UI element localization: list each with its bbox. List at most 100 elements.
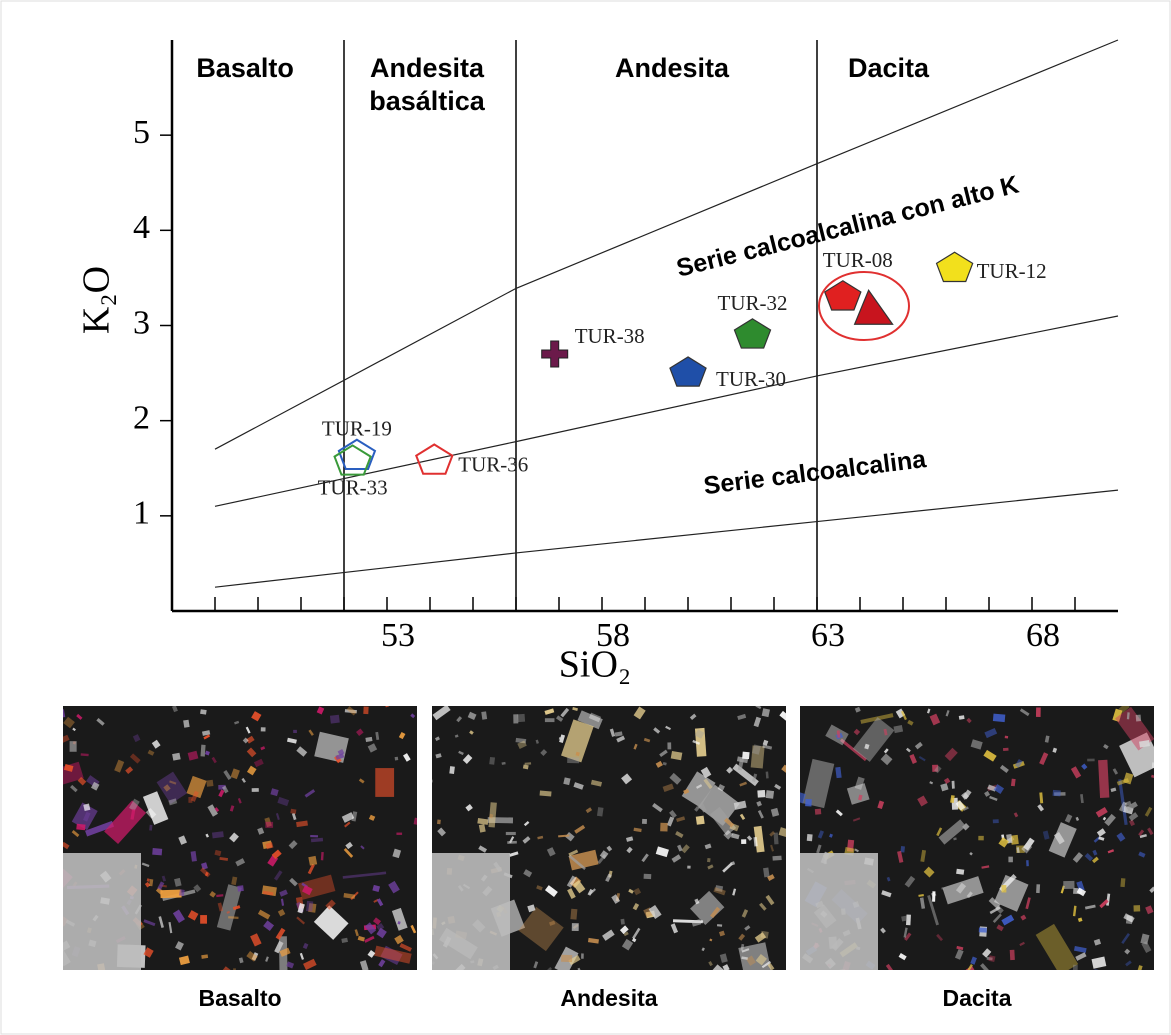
crystal xyxy=(761,931,769,939)
crystal xyxy=(252,788,259,792)
crystal xyxy=(766,790,774,799)
photo xyxy=(47,702,423,982)
crystal xyxy=(545,718,555,722)
crystal xyxy=(1063,881,1074,889)
series-label: Serie calcoalcalina xyxy=(702,445,929,500)
page: 5358636812345SiO₂K₂OBasaltoAndesitabasál… xyxy=(0,0,1171,1035)
region-label: Dacita xyxy=(848,53,930,83)
crystal xyxy=(179,889,185,896)
crystal xyxy=(805,799,812,807)
crystal xyxy=(506,832,516,835)
crystal xyxy=(426,780,433,783)
crystal xyxy=(290,809,296,814)
x-axis-label: SiO₂ xyxy=(559,644,631,686)
crystal xyxy=(1098,760,1109,798)
crystal xyxy=(572,923,579,931)
crystal xyxy=(200,915,207,924)
crystal xyxy=(265,822,273,828)
crystal xyxy=(396,833,402,835)
crystal xyxy=(717,924,722,927)
crystal xyxy=(956,869,964,875)
point-marker xyxy=(542,341,568,367)
point-marker xyxy=(825,281,861,310)
x-tick-label: 53 xyxy=(381,617,415,654)
crystal xyxy=(1053,790,1061,797)
crystal xyxy=(507,841,517,844)
crystal xyxy=(1073,965,1078,972)
crystal xyxy=(815,809,821,815)
crystal xyxy=(667,742,671,749)
crystal xyxy=(70,741,77,752)
point-marker xyxy=(734,319,770,348)
y-tick-label: 5 xyxy=(133,114,150,151)
y-tick-label: 4 xyxy=(133,209,150,246)
crystal xyxy=(525,762,532,765)
crystal xyxy=(978,836,984,841)
crystal xyxy=(979,928,987,933)
crystal xyxy=(1036,884,1040,893)
crystal xyxy=(1136,715,1141,722)
point-label: TUR-32 xyxy=(718,291,788,315)
crystal xyxy=(687,866,690,869)
crystal xyxy=(206,780,213,787)
crystal xyxy=(1152,762,1162,768)
crystal xyxy=(642,819,647,824)
crystal xyxy=(900,846,905,853)
scale-plate xyxy=(800,853,878,970)
crystal xyxy=(952,781,955,789)
photo-caption: Andesita xyxy=(560,985,657,1011)
y-tick-label: 3 xyxy=(133,304,150,341)
crystal xyxy=(293,730,297,733)
crystal xyxy=(1026,860,1029,866)
crystal xyxy=(807,834,813,841)
crystal xyxy=(660,823,668,832)
crystal xyxy=(55,709,65,718)
crystal xyxy=(1120,878,1125,887)
point-label: TUR-38 xyxy=(575,324,645,348)
crystal xyxy=(993,714,1005,722)
photo-caption: Dacita xyxy=(942,985,1011,1011)
crystal xyxy=(320,970,327,982)
crystal xyxy=(932,891,935,901)
crystal xyxy=(1008,857,1012,863)
crystal xyxy=(621,919,625,925)
crystal xyxy=(160,889,181,898)
crystal xyxy=(389,970,399,979)
y-tick-label: 2 xyxy=(133,399,150,436)
point-label: TUR-19 xyxy=(322,417,392,441)
crystal xyxy=(742,752,749,760)
point-label: TUR-08 xyxy=(823,248,893,272)
crystal xyxy=(567,757,579,763)
crystal xyxy=(741,839,746,844)
crystal xyxy=(395,757,399,761)
photo xyxy=(426,704,791,982)
point-label: TUR-30 xyxy=(716,367,786,391)
photo-caption: Basalto xyxy=(198,985,281,1011)
crystal xyxy=(707,858,711,862)
crystal xyxy=(561,955,572,962)
crystal xyxy=(517,714,525,722)
y-axis-label: K₂O xyxy=(76,266,118,334)
crystal xyxy=(1036,707,1041,717)
crystal xyxy=(489,757,495,765)
crystal xyxy=(1134,905,1141,911)
crystal xyxy=(201,745,206,757)
crystal xyxy=(1093,969,1098,980)
figure: 5358636812345SiO₂K₂OBasaltoAndesitabasál… xyxy=(0,0,1171,1035)
crystal xyxy=(183,720,190,728)
point-label: TUR-36 xyxy=(458,452,528,476)
crystal xyxy=(774,833,779,845)
crystal xyxy=(56,835,63,840)
boundary-line xyxy=(215,40,1118,449)
crystal xyxy=(540,790,552,796)
crystal xyxy=(772,856,781,861)
point-marker xyxy=(937,252,973,281)
crystal xyxy=(233,968,236,973)
crystal xyxy=(1010,950,1015,960)
crystal xyxy=(757,790,765,798)
crystal xyxy=(993,819,999,823)
crystal xyxy=(1005,736,1009,739)
crystal xyxy=(581,953,584,958)
crystal xyxy=(570,909,577,920)
crystal xyxy=(261,727,266,731)
